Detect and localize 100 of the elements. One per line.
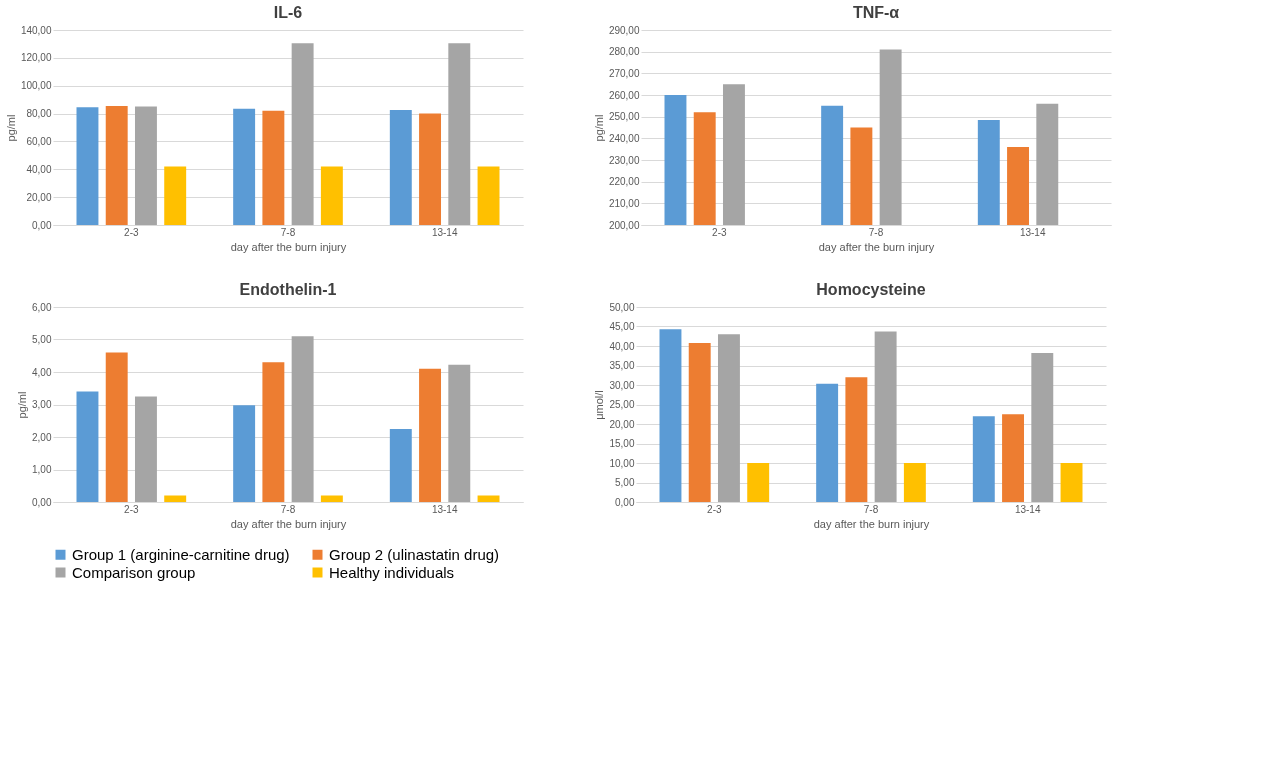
bar xyxy=(164,166,187,225)
y-tick-label: 220,00 xyxy=(608,176,640,188)
legend-label: Group 2 (ulinastatin drug) xyxy=(329,545,500,563)
y-tick-label: 230,00 xyxy=(608,154,640,166)
bar xyxy=(320,166,343,225)
y-axis-title: pg/ml xyxy=(592,114,605,142)
x-tick-label: 2-3 xyxy=(124,503,139,515)
x-axis-title: day after the burn injury xyxy=(813,517,930,530)
bar xyxy=(816,383,839,502)
chart-title: Endothelin-1 xyxy=(239,281,337,298)
y-tick-label: 140,00 xyxy=(20,24,52,36)
y-tick-label: 4,00 xyxy=(32,366,52,378)
bar xyxy=(874,331,897,502)
y-tick-label: 5,00 xyxy=(615,477,635,488)
bar xyxy=(389,428,412,502)
chart-title: TNF-α xyxy=(852,4,900,21)
y-tick-label: 280,00 xyxy=(608,46,640,58)
bar xyxy=(903,463,926,502)
y-tick-label: 260,00 xyxy=(608,89,640,101)
bar xyxy=(1031,353,1054,502)
bar xyxy=(448,43,471,225)
y-tick-label: 3,00 xyxy=(32,399,52,410)
x-tick-label: 7-8 xyxy=(280,503,296,515)
bar xyxy=(972,416,995,502)
legend-label: Comparison group xyxy=(72,563,196,581)
bar xyxy=(477,495,500,502)
y-tick-label: 60,00 xyxy=(26,135,52,147)
x-tick-label: 2-3 xyxy=(707,503,722,515)
x-tick-label: 2-3 xyxy=(712,226,727,238)
x-axis-title: day after the burn injury xyxy=(230,240,347,253)
bar xyxy=(233,405,256,502)
y-tick-label: 25,00 xyxy=(609,399,635,410)
x-axis-title: day after the burn injury xyxy=(230,517,347,530)
y-tick-label: 10,00 xyxy=(609,457,635,469)
bar xyxy=(419,368,442,502)
y-tick-label: 100,00 xyxy=(20,80,52,92)
bar xyxy=(717,334,740,502)
bar xyxy=(105,105,128,225)
y-tick-label: 5,00 xyxy=(32,334,52,345)
bar xyxy=(76,107,99,225)
y-axis-title: pg/ml xyxy=(16,391,29,419)
bar xyxy=(105,352,128,502)
bar xyxy=(233,108,256,225)
y-tick-label: 20,00 xyxy=(26,191,52,203)
y-tick-label: 6,00 xyxy=(32,301,52,313)
y-tick-label: 240,00 xyxy=(608,132,640,144)
bar xyxy=(291,43,314,225)
bar xyxy=(389,110,412,225)
bar xyxy=(291,336,314,502)
y-axis-title: pg/ml xyxy=(4,114,17,142)
y-tick-label: 290,00 xyxy=(608,24,640,36)
x-tick-label: 7-8 xyxy=(280,226,296,238)
bar xyxy=(659,329,682,502)
x-tick-label: 7-8 xyxy=(863,503,879,515)
y-tick-label: 40,00 xyxy=(609,340,635,352)
chart-title: IL-6 xyxy=(273,4,303,21)
x-tick-label: 13-14 xyxy=(431,226,458,238)
y-tick-label: 0,00 xyxy=(615,496,635,508)
y-tick-label: 80,00 xyxy=(26,108,52,120)
bar xyxy=(747,463,770,502)
bar xyxy=(688,342,711,502)
bar xyxy=(262,362,285,502)
bar xyxy=(320,495,343,502)
y-tick-label: 20,00 xyxy=(609,418,635,430)
bar xyxy=(845,377,868,502)
bar xyxy=(134,396,157,502)
x-tick-label: 13-14 xyxy=(431,503,458,515)
y-tick-label: 50,00 xyxy=(609,301,635,313)
y-tick-label: 270,00 xyxy=(608,67,640,79)
bar xyxy=(477,166,500,225)
y-tick-label: 45,00 xyxy=(609,321,635,332)
y-tick-label: 120,00 xyxy=(20,52,52,64)
y-tick-label: 40,00 xyxy=(26,163,52,175)
y-tick-label: 2,00 xyxy=(32,431,52,443)
y-tick-label: 210,00 xyxy=(608,197,640,209)
legend-label: Group 1 (arginine-carnitine drug) xyxy=(72,545,290,563)
y-tick-label: 35,00 xyxy=(609,360,635,371)
y-tick-label: 0,00 xyxy=(32,496,52,508)
y-tick-label: 200,00 xyxy=(608,219,640,231)
bar xyxy=(1002,414,1025,502)
x-tick-label: 2-3 xyxy=(124,226,139,238)
x-axis-title: day after the burn injury xyxy=(818,240,935,253)
y-axis-title: μmol/l xyxy=(593,390,606,420)
bar xyxy=(448,364,471,502)
y-tick-label: 0,00 xyxy=(32,219,52,231)
x-tick-label: 13-14 xyxy=(1014,503,1041,515)
legend-label: Healthy individuals xyxy=(329,563,455,581)
x-tick-label: 13-14 xyxy=(1019,226,1046,238)
chart-title: Homocysteine xyxy=(816,281,926,298)
bar xyxy=(419,113,442,225)
y-tick-label: 15,00 xyxy=(609,438,635,449)
x-tick-label: 7-8 xyxy=(868,226,884,238)
bar xyxy=(134,106,157,225)
bar xyxy=(262,110,285,225)
y-tick-label: 30,00 xyxy=(609,379,635,391)
bar xyxy=(1060,463,1083,502)
bar xyxy=(76,391,99,502)
bar xyxy=(164,495,187,502)
y-tick-label: 250,00 xyxy=(608,111,640,123)
y-tick-label: 1,00 xyxy=(32,464,52,475)
